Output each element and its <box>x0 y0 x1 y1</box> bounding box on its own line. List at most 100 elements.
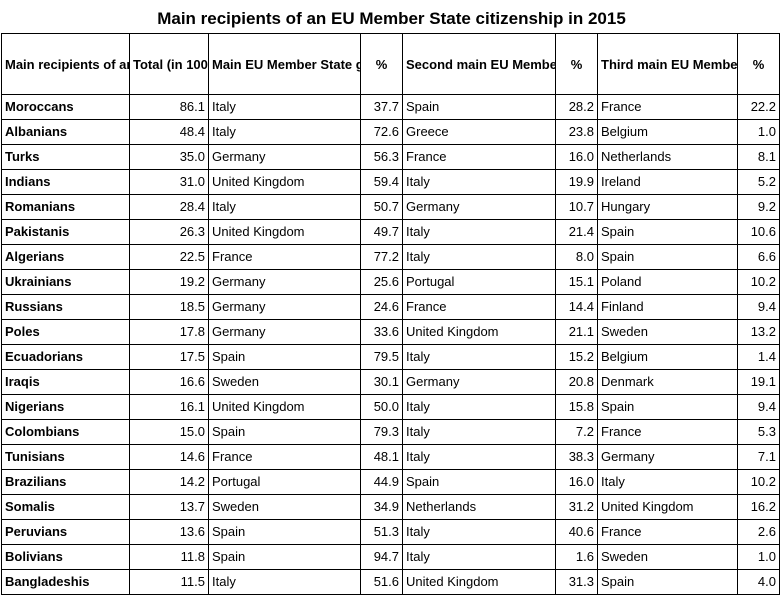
third-state-cell: Germany <box>597 444 738 470</box>
second-pct-cell: 31.2 <box>555 494 598 520</box>
table-title: Main recipients of an EU Member State ci… <box>157 9 626 28</box>
main-pct-cell: 50.0 <box>360 394 403 420</box>
third-pct-cell: 6.6 <box>737 244 780 270</box>
total-cell: 35.0 <box>129 144 209 170</box>
third-state-cell: Sweden <box>597 544 738 570</box>
table-row: Nigerians 16.1 United Kingdom 50.0 Italy 15.8… <box>1 394 780 420</box>
header-third-pct: % <box>737 33 780 95</box>
second-state-cell: Germany <box>402 194 556 220</box>
third-state-cell: Spain <box>597 219 738 245</box>
header-total: Total (in 1000) <box>129 33 209 95</box>
header-second-state: Second main EU Member State granting cit… <box>402 33 556 95</box>
third-pct-cell: 1.0 <box>737 119 780 145</box>
total-cell: 16.6 <box>129 369 209 395</box>
third-pct-cell: 5.3 <box>737 419 780 445</box>
third-state-cell: Netherlands <box>597 144 738 170</box>
main-state-cell: Sweden <box>208 369 361 395</box>
second-pct-cell: 15.8 <box>555 394 598 420</box>
second-state-cell: Spain <box>402 469 556 495</box>
recipient-cell: Peruvians <box>1 519 130 545</box>
recipient-cell: Russians <box>1 294 130 320</box>
second-pct-cell: 38.3 <box>555 444 598 470</box>
second-pct-cell: 21.4 <box>555 219 598 245</box>
second-pct-cell: 8.0 <box>555 244 598 270</box>
third-state-cell: Hungary <box>597 194 738 220</box>
third-pct-cell: 5.2 <box>737 169 780 195</box>
second-state-cell: Italy <box>402 244 556 270</box>
main-pct-cell: 24.6 <box>360 294 403 320</box>
main-pct-cell: 79.5 <box>360 344 403 370</box>
main-pct-cell: 94.7 <box>360 544 403 570</box>
third-pct-cell: 2.6 <box>737 519 780 545</box>
recipient-cell: Somalis <box>1 494 130 520</box>
main-state-cell: United Kingdom <box>208 394 361 420</box>
main-pct-cell: 37.7 <box>360 94 403 120</box>
second-pct-cell: 16.0 <box>555 469 598 495</box>
third-pct-cell: 10.2 <box>737 269 780 295</box>
citizenship-table: Main recipients of an EU citizenship Tot… <box>1 33 780 595</box>
third-pct-cell: 9.4 <box>737 394 780 420</box>
second-pct-cell: 16.0 <box>555 144 598 170</box>
total-cell: 16.1 <box>129 394 209 420</box>
main-state-cell: Italy <box>208 94 361 120</box>
total-cell: 48.4 <box>129 119 209 145</box>
main-pct-cell: 56.3 <box>360 144 403 170</box>
third-state-cell: United Kingdom <box>597 494 738 520</box>
second-pct-cell: 14.4 <box>555 294 598 320</box>
recipient-cell: Ukrainians <box>1 269 130 295</box>
third-pct-cell: 1.0 <box>737 544 780 570</box>
second-pct-cell: 19.9 <box>555 169 598 195</box>
main-state-cell: Italy <box>208 569 361 595</box>
table-row: Pakistanis 26.3 United Kingdom 49.7 Italy 21.… <box>1 219 780 245</box>
third-state-cell: France <box>597 419 738 445</box>
second-state-cell: Germany <box>402 369 556 395</box>
main-state-cell: Italy <box>208 194 361 220</box>
third-state-cell: Belgium <box>597 119 738 145</box>
recipient-cell: Ecuadorians <box>1 344 130 370</box>
header-main-pct: % <box>360 33 403 95</box>
main-state-cell: France <box>208 444 361 470</box>
second-pct-cell: 20.8 <box>555 369 598 395</box>
main-pct-cell: 33.6 <box>360 319 403 345</box>
main-state-cell: Spain <box>208 544 361 570</box>
main-pct-cell: 25.6 <box>360 269 403 295</box>
third-state-cell: Belgium <box>597 344 738 370</box>
third-state-cell: Finland <box>597 294 738 320</box>
third-pct-cell: 10.6 <box>737 219 780 245</box>
table-row: Romanians 28.4 Italy 50.7 Germany 10.7 Hungary… <box>1 194 780 220</box>
table-row: Brazilians 14.2 Portugal 44.9 Spain 16.0 Italy… <box>1 469 780 495</box>
third-pct-cell: 10.2 <box>737 469 780 495</box>
total-cell: 22.5 <box>129 244 209 270</box>
third-state-cell: Italy <box>597 469 738 495</box>
table-row: Somalis 13.7 Sweden 34.9 Netherlands 31.2 Unit… <box>1 494 780 520</box>
table-row: Poles 17.8 Germany 33.6 United Kingdom 21.1 Sw… <box>1 319 780 345</box>
third-pct-cell: 9.2 <box>737 194 780 220</box>
recipient-cell: Bolivians <box>1 544 130 570</box>
main-state-cell: Germany <box>208 269 361 295</box>
main-pct-cell: 34.9 <box>360 494 403 520</box>
main-pct-cell: 49.7 <box>360 219 403 245</box>
total-cell: 15.0 <box>129 419 209 445</box>
second-state-cell: Italy <box>402 219 556 245</box>
main-state-cell: United Kingdom <box>208 169 361 195</box>
third-state-cell: Ireland <box>597 169 738 195</box>
total-cell: 17.5 <box>129 344 209 370</box>
third-pct-cell: 1.4 <box>737 344 780 370</box>
main-state-cell: Sweden <box>208 494 361 520</box>
total-cell: 28.4 <box>129 194 209 220</box>
second-state-cell: Italy <box>402 519 556 545</box>
second-state-cell: Italy <box>402 419 556 445</box>
second-pct-cell: 7.2 <box>555 419 598 445</box>
table-row: Peruvians 13.6 Spain 51.3 Italy 40.6 France 2.6 <box>1 519 780 545</box>
main-pct-cell: 44.9 <box>360 469 403 495</box>
second-pct-cell: 40.6 <box>555 519 598 545</box>
table-row: Colombians 15.0 Spain 79.3 Italy 7.2 France 5.3 <box>1 419 780 445</box>
total-cell: 14.2 <box>129 469 209 495</box>
second-pct-cell: 10.7 <box>555 194 598 220</box>
second-state-cell: Greece <box>402 119 556 145</box>
second-state-cell: Portugal <box>402 269 556 295</box>
second-pct-cell: 15.1 <box>555 269 598 295</box>
third-state-cell: France <box>597 519 738 545</box>
third-pct-cell: 13.2 <box>737 319 780 345</box>
second-state-cell: Netherlands <box>402 494 556 520</box>
